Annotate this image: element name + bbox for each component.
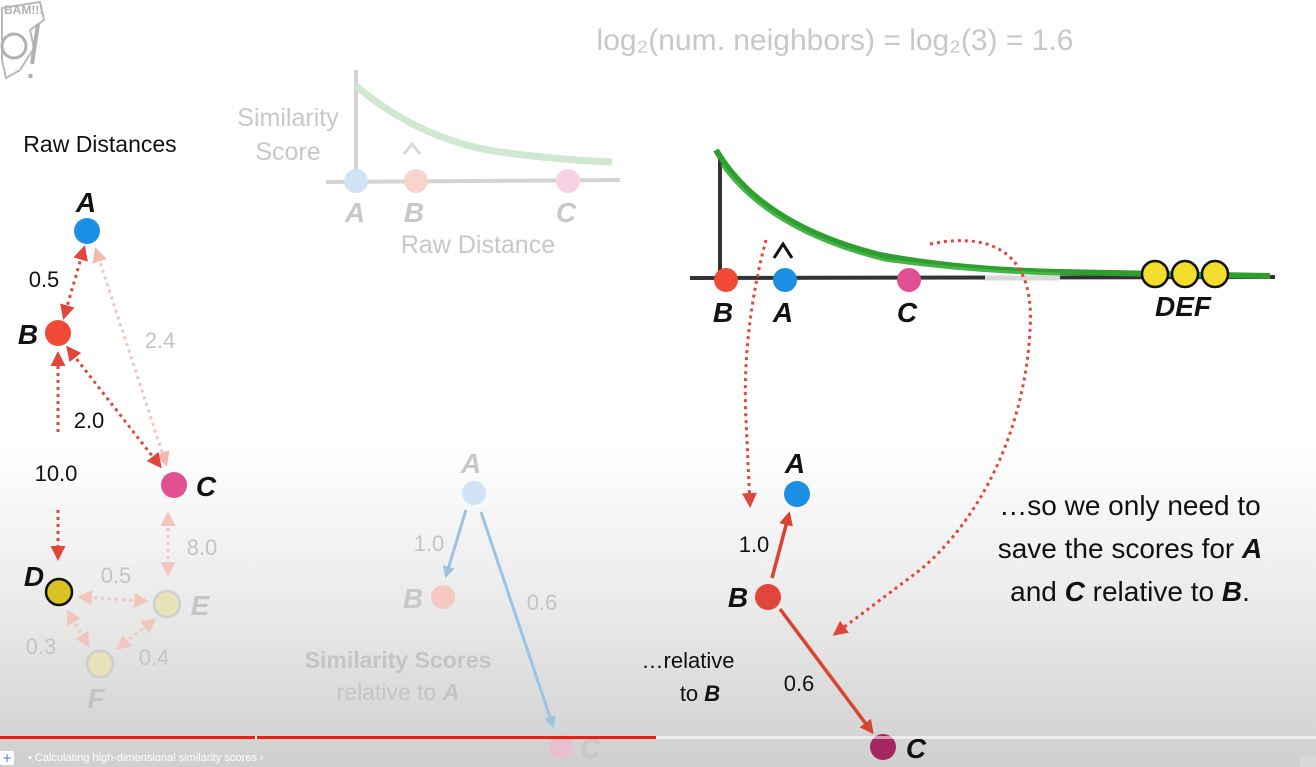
faded-point-a [344, 169, 368, 193]
y-axis-label-line2: Score [255, 138, 320, 166]
point-d [44, 577, 74, 607]
score-point-a [784, 481, 810, 507]
label-d: D [24, 561, 44, 592]
video-progress-played [0, 736, 658, 739]
edge-b-c [66, 345, 162, 469]
score-label-b: B [728, 582, 748, 613]
main-similarity-curve: B A C DEF [689, 148, 1276, 636]
edge-d-f [66, 609, 90, 648]
label-c: C [196, 471, 217, 502]
distance-a-b: 0.5 [29, 267, 60, 292]
main-point-d [1140, 259, 1170, 289]
main-point-e [1170, 259, 1200, 289]
main-label-c: C [897, 297, 918, 328]
point-b [45, 320, 71, 346]
score-label-c: C [906, 733, 927, 764]
main-point-b [714, 268, 738, 292]
faded-label-c: C [556, 197, 577, 228]
chapter-marker [656, 736, 658, 739]
edge-e-f [115, 618, 157, 650]
faded-caption-line1: Similarity Scores [305, 647, 492, 673]
faded-score-point-b [431, 585, 455, 609]
edge-d-e [77, 590, 149, 608]
faded-score-point-c [549, 735, 573, 759]
point-e [152, 589, 182, 619]
chapter-marker [255, 736, 257, 739]
video-progress-bar[interactable] [0, 736, 1316, 739]
distance-b-c: 2.0 [74, 408, 105, 433]
main-label-b: B [713, 297, 733, 328]
note-line3: and C relative to B. [1010, 576, 1250, 607]
faded-score-label-b: B [403, 583, 423, 614]
score-point-b [755, 584, 781, 610]
logo-text: BAM!!! [4, 3, 43, 17]
faded-label-b: B [404, 197, 424, 228]
faded-scores-relative-to-a: A B C 1.0 0.6 Similarity Scores relative… [305, 448, 601, 764]
label-e: E [191, 590, 211, 621]
scores-relative-to-b: A B C 1.0 0.6 …relative to B [642, 448, 927, 764]
distance-a-c: 2.4 [145, 328, 176, 353]
note-line1: …so we only need to [999, 490, 1261, 521]
faded-score-a-c: 0.6 [527, 590, 558, 615]
relative-caption-line2: to B [680, 681, 720, 706]
main-point-f [1200, 259, 1230, 289]
faded-score-label-a: A [460, 448, 481, 479]
explanation-note: …so we only need to save the scores for … [998, 490, 1263, 607]
chapter-marker [785, 736, 787, 739]
point-c [161, 472, 187, 498]
faded-label-a: A [344, 197, 365, 228]
bam-logo: BAM!!! [0, 0, 46, 80]
score-b-c: 0.6 [784, 671, 815, 696]
distance-d-e: 0.5 [101, 563, 132, 588]
faded-score-label-c: C [580, 733, 601, 764]
main-label-def: DEF [1155, 291, 1212, 322]
distance-b-d: 10.0 [35, 461, 78, 486]
point-f [85, 649, 115, 679]
distance-c-e: 8.0 [187, 535, 218, 560]
score-label-a: A [784, 448, 805, 479]
faded-similarity-curve: Similarity Score A B C Raw Distance [237, 70, 621, 259]
raw-distances-title: Raw Distances [23, 131, 176, 157]
chapter-title[interactable]: • Calculating high-dimensional similarit… [28, 752, 264, 764]
edge-a-c [92, 247, 170, 467]
note-line2: save the scores for A [998, 533, 1263, 564]
relative-caption-line1: …relative [642, 648, 735, 673]
chapter-marker [980, 736, 982, 739]
score-point-c [870, 734, 896, 760]
main-point-a [773, 268, 797, 292]
faded-score-a-b: 1.0 [414, 531, 445, 556]
player-corner-control[interactable] [1300, 755, 1316, 767]
main-point-c [897, 268, 921, 292]
distance-d-f: 0.3 [26, 634, 57, 659]
raw-distance-edges [50, 245, 176, 650]
label-a: A [75, 187, 96, 218]
label-b: B [18, 319, 38, 350]
y-axis-label-line1: Similarity [237, 104, 339, 132]
perplexity-formula: log₂(num. neighbors) = log₂(3) = 1.6 [597, 24, 1074, 57]
distance-e-f: 0.4 [139, 645, 170, 670]
faded-caption-line2: relative to A [337, 679, 460, 705]
faded-point-b [404, 169, 428, 193]
score-b-a: 1.0 [739, 532, 770, 557]
x-axis-label: Raw Distance [401, 231, 555, 259]
label-f: F [87, 683, 105, 714]
add-icon[interactable]: + [0, 751, 14, 765]
edge-a-b [60, 245, 88, 320]
point-a [74, 218, 100, 244]
faded-point-c [556, 169, 580, 193]
main-label-a: A [772, 297, 793, 328]
faded-score-point-a [462, 481, 486, 505]
